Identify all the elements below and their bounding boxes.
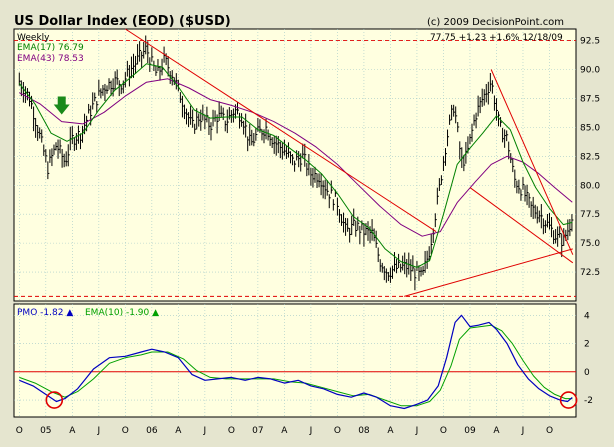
x-tick-label: J	[203, 426, 207, 436]
x-tick-label: 06	[146, 426, 158, 436]
grid	[14, 29, 576, 417]
x-tick-label: A	[69, 426, 76, 436]
price-y-tick-label: 92.5	[580, 37, 600, 47]
pmo-legend: PMO -1.82 ▲	[17, 308, 73, 318]
x-tick-label: O	[334, 426, 341, 436]
chart-title: US Dollar Index (EOD) ($USD)	[14, 14, 231, 29]
x-tick-label: O	[546, 426, 553, 436]
x-tick-label: J	[415, 426, 419, 436]
x-tick-label: O	[440, 426, 447, 436]
pmo-y-tick-label: 0	[584, 368, 590, 378]
series-layer	[18, 28, 574, 410]
x-tick-label: A	[175, 426, 182, 436]
marker-layer	[45, 96, 578, 409]
price-y-tick-label: 75.0	[580, 239, 600, 249]
pmo-ema-legend: EMA(10) -1.90 ▲	[85, 308, 159, 318]
ema43-line	[19, 78, 573, 237]
x-tick-label: A	[493, 426, 500, 436]
pmo-line	[19, 314, 573, 410]
trendline	[404, 248, 573, 297]
pmo-y-tick-label: 4	[584, 311, 590, 321]
pmo-y-tick-label: 2	[584, 340, 590, 350]
ema43-legend: EMA(43) 78.53	[17, 54, 84, 64]
x-tick-label: O	[122, 426, 129, 436]
chart-credit: (c) 2009 DecisionPoint.com	[427, 17, 564, 28]
trendline	[490, 69, 574, 255]
trendline	[469, 187, 574, 264]
ema17-line	[18, 63, 573, 268]
x-tick-label: 08	[358, 426, 370, 436]
price-y-tick-label: 87.5	[580, 94, 600, 104]
x-tick-label: O	[16, 426, 23, 436]
period-label: Weekly	[17, 33, 50, 43]
price-y-tick-label: 90.0	[580, 66, 600, 76]
x-tick-label: J	[309, 426, 313, 436]
circle-marker	[559, 391, 578, 409]
pmo-ema-line	[19, 324, 573, 407]
down-arrow-marker	[53, 96, 70, 115]
pmo-y-tick-label: -2	[584, 396, 593, 406]
x-tick-label: 09	[464, 426, 476, 436]
x-tick-label: 05	[40, 426, 51, 436]
x-tick-label: A	[281, 426, 288, 436]
x-tick-label: J	[521, 426, 525, 436]
x-tick-label: O	[228, 426, 235, 436]
price-y-tick-label: 80.0	[580, 181, 600, 191]
quote-readout: 77.75 +1.23 +1.6% 12/18/09	[430, 33, 563, 43]
ema17-legend: EMA(17) 76.79	[17, 43, 84, 53]
price-y-tick-label: 82.5	[580, 152, 600, 162]
trendline	[125, 28, 437, 232]
circle-marker	[45, 391, 64, 409]
price-y-tick-label: 77.5	[580, 210, 600, 220]
x-tick-label: 07	[252, 426, 263, 436]
price-y-tick-label: 85.0	[580, 123, 600, 133]
tick-labels: O 05 A J O 06 A J O 07 A J O 08 A J O 09 A J O 92.5 90.0 87.5 85…	[16, 37, 601, 436]
pmo-panel	[13, 303, 577, 418]
price-y-tick-label: 72.5	[580, 268, 600, 278]
x-tick-label: J	[97, 426, 101, 436]
x-tick-label: A	[387, 426, 394, 436]
